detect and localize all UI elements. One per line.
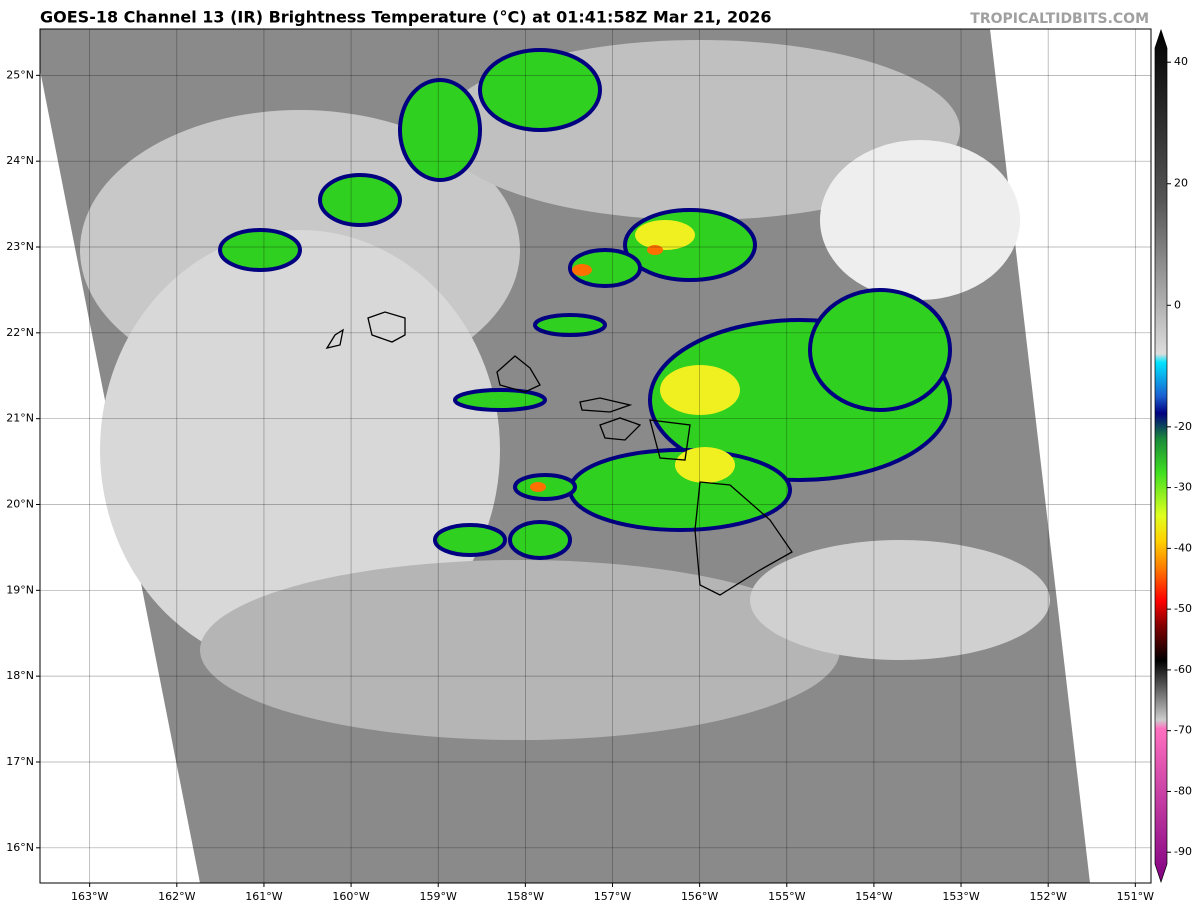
lon-label: 161°W xyxy=(245,890,282,903)
colorbar xyxy=(1154,28,1168,884)
lon-label: 155°W xyxy=(768,890,805,903)
lat-label: 17°N xyxy=(6,755,34,768)
watermark: TROPICALTIDBITS.COM xyxy=(970,11,1149,27)
imagery xyxy=(40,29,1090,883)
lat-label: 18°N xyxy=(6,669,34,682)
colorbar-label: -90 xyxy=(1174,845,1192,858)
lat-label: 25°N xyxy=(6,68,34,81)
lat-label: 16°N xyxy=(6,841,34,854)
colorbar-label: -50 xyxy=(1174,602,1192,615)
lon-label: 159°W xyxy=(420,890,457,903)
lon-label: 154°W xyxy=(855,890,892,903)
lat-label: 22°N xyxy=(6,326,34,339)
colorbar-label: 20 xyxy=(1174,177,1188,190)
colorbar-label: -80 xyxy=(1174,784,1192,797)
colorbar-label: -30 xyxy=(1174,481,1192,494)
map-frame xyxy=(39,28,1152,884)
title: GOES-18 Channel 13 (IR) Brightness Tempe… xyxy=(40,8,772,27)
lon-label: 163°W xyxy=(71,890,108,903)
colorbar-label: -20 xyxy=(1174,420,1192,433)
lon-label: 153°W xyxy=(942,890,979,903)
colorbar-label: 40 xyxy=(1174,55,1188,68)
lat-label: 19°N xyxy=(6,583,34,596)
lon-label: 152°W xyxy=(1029,890,1066,903)
colorbar-label: 0 xyxy=(1174,298,1181,311)
lat-label: 24°N xyxy=(6,154,34,167)
lon-label: 162°W xyxy=(158,890,195,903)
colorbar-label: -70 xyxy=(1174,724,1192,737)
lon-label: 156°W xyxy=(681,890,718,903)
lat-label: 23°N xyxy=(6,240,34,253)
lat-label: 20°N xyxy=(6,497,34,510)
lon-label: 157°W xyxy=(594,890,631,903)
lon-label: 160°W xyxy=(332,890,369,903)
lon-label: 151°W xyxy=(1117,890,1154,903)
lon-label: 158°W xyxy=(507,890,544,903)
colorbar-label: -40 xyxy=(1174,541,1192,554)
colorbar-label: -60 xyxy=(1174,663,1192,676)
lat-label: 21°N xyxy=(6,412,34,425)
